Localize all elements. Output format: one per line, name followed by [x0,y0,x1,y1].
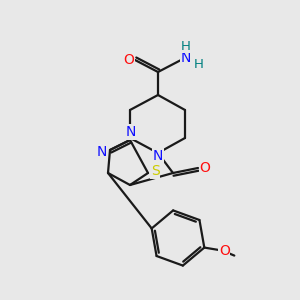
Text: H: H [194,58,204,71]
Text: N: N [126,125,136,139]
Text: N: N [181,51,191,65]
Text: O: O [124,53,134,67]
Text: H: H [181,40,191,52]
Text: N: N [153,149,163,163]
Text: N: N [97,145,107,159]
Text: S: S [151,164,159,178]
Text: O: O [200,161,210,175]
Text: O: O [219,244,230,258]
